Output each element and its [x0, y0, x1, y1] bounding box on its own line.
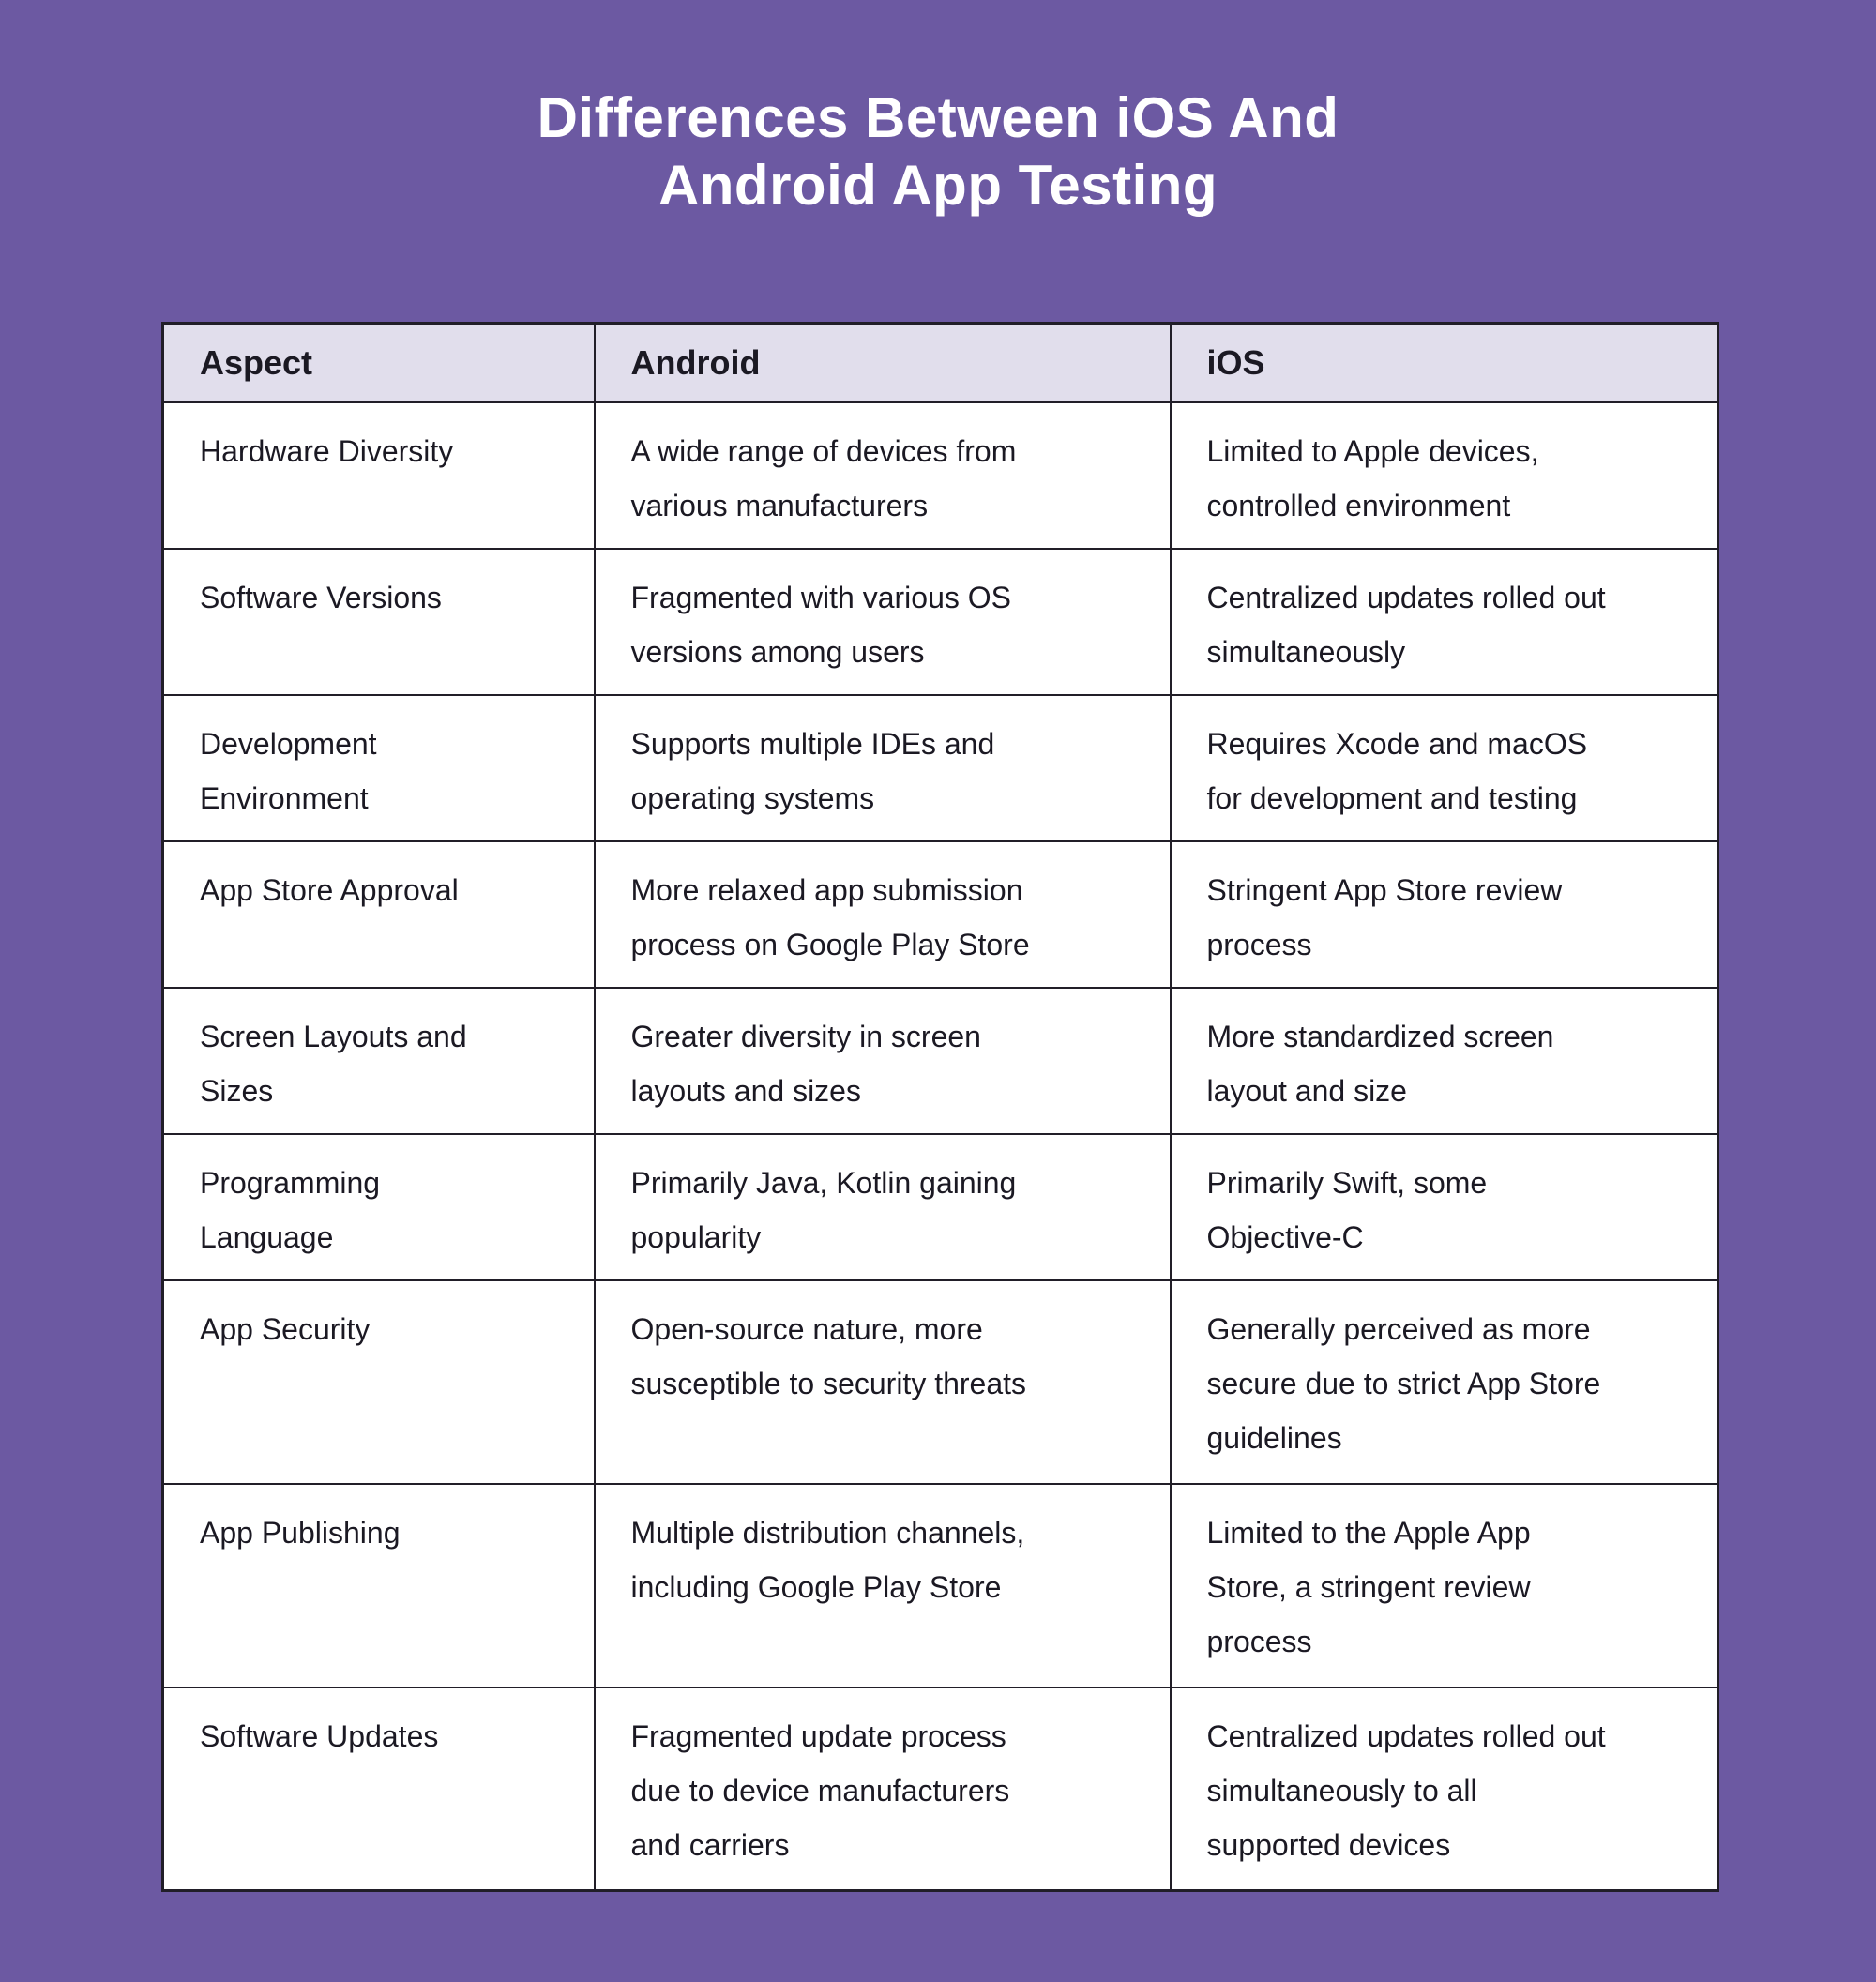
aspect-cell: App Store Approval	[161, 840, 596, 989]
table-row-hardware-diversity: Hardware Diversity A wide range of devic…	[161, 401, 1719, 550]
table-row-app-security: App Security Open-source nature, more su…	[161, 1278, 1719, 1485]
android-cell: Fragmented with various OS versions amon…	[593, 547, 1172, 696]
table-row-screen-layouts-and-sizes: Screen Layouts and Sizes Greater diversi…	[161, 986, 1719, 1135]
table-row-programming-language: Programming Language Primarily Java, Kot…	[161, 1132, 1719, 1281]
android-cell: More relaxed app submission process on G…	[593, 840, 1172, 989]
table-row-software-updates: Software Updates Fragmented update proce…	[161, 1686, 1719, 1892]
ios-cell: Generally perceived as more secure due t…	[1169, 1278, 1719, 1485]
android-cell: Multiple distribution channels, includin…	[593, 1482, 1172, 1688]
aspect-cell: Hardware Diversity	[161, 401, 596, 550]
android-cell: Supports multiple IDEs and operating sys…	[593, 693, 1172, 842]
android-cell: Fragmented update process due to device …	[593, 1686, 1172, 1892]
column-header-ios: iOS	[1169, 322, 1719, 403]
ios-cell: Stringent App Store review process	[1169, 840, 1719, 989]
android-cell: Primarily Java, Kotlin gaining popularit…	[593, 1132, 1172, 1281]
ios-cell: Limited to the Apple App Store, a string…	[1169, 1482, 1719, 1688]
ios-cell: More standardized screen layout and size	[1169, 986, 1719, 1135]
ios-cell: Requires Xcode and macOS for development…	[1169, 693, 1719, 842]
table-row-app-publishing: App Publishing Multiple distribution cha…	[161, 1482, 1719, 1688]
ios-cell: Centralized updates rolled out simultane…	[1169, 1686, 1719, 1892]
table-row-development-environment: Development Environment Supports multipl…	[161, 693, 1719, 842]
aspect-cell: App Publishing	[161, 1482, 596, 1688]
table-header-row: Aspect Android iOS	[161, 322, 1719, 403]
table-row-app-store-approval: App Store Approval More relaxed app subm…	[161, 840, 1719, 989]
aspect-cell: Programming Language	[161, 1132, 596, 1281]
ios-cell: Limited to Apple devices, controlled env…	[1169, 401, 1719, 550]
column-header-aspect: Aspect	[161, 322, 596, 403]
aspect-cell: Development Environment	[161, 693, 596, 842]
aspect-cell: App Security	[161, 1278, 596, 1485]
android-cell: A wide range of devices from various man…	[593, 401, 1172, 550]
android-cell: Open-source nature, more susceptible to …	[593, 1278, 1172, 1485]
ios-cell: Primarily Swift, some Objective-C	[1169, 1132, 1719, 1281]
comparison-table: Aspect Android iOS Hardware Diversity A …	[161, 322, 1719, 1892]
page-title: Differences Between iOS And Android App …	[537, 86, 1339, 217]
table-row-software-versions: Software Versions Fragmented with variou…	[161, 547, 1719, 696]
aspect-cell: Screen Layouts and Sizes	[161, 986, 596, 1135]
android-cell: Greater diversity in screen layouts and …	[593, 986, 1172, 1135]
aspect-cell: Software Updates	[161, 1686, 596, 1892]
ios-cell: Centralized updates rolled out simultane…	[1169, 547, 1719, 696]
aspect-cell: Software Versions	[161, 547, 596, 696]
column-header-android: Android	[593, 322, 1172, 403]
